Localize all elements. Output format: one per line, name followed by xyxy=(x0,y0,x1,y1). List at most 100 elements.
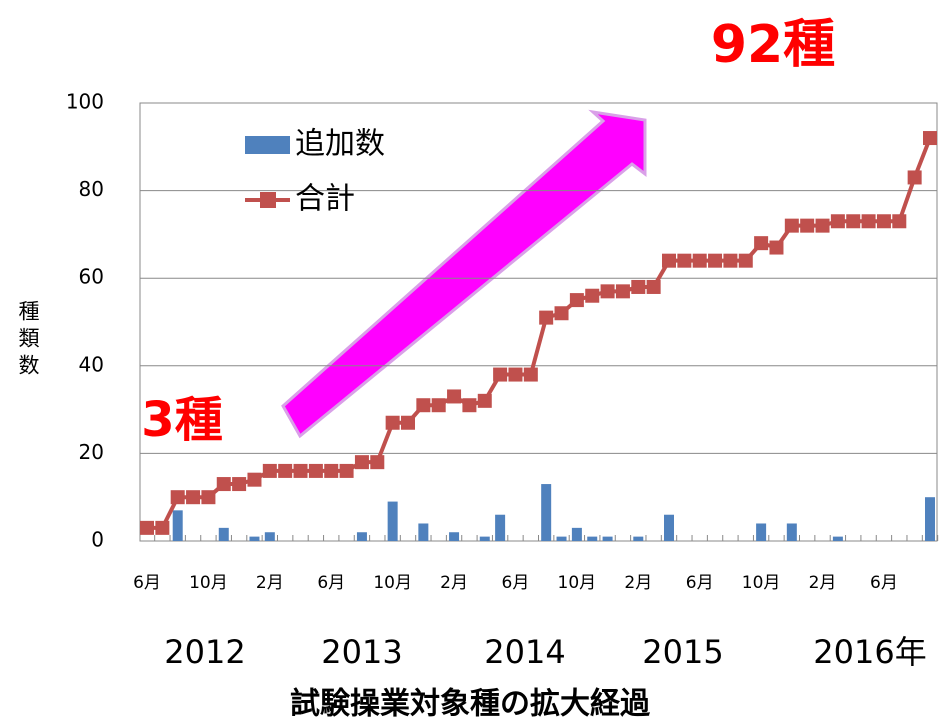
marker xyxy=(769,240,784,255)
marker xyxy=(216,477,231,492)
marker xyxy=(846,214,861,229)
bar xyxy=(756,523,767,541)
marker xyxy=(646,279,661,294)
marker xyxy=(170,490,185,505)
marker xyxy=(754,236,769,251)
arrow xyxy=(281,109,647,439)
legend-label: 合計 xyxy=(295,182,355,217)
bar xyxy=(541,484,552,541)
marker xyxy=(662,253,676,268)
y-tick-label: 0 xyxy=(91,528,104,552)
marker xyxy=(247,472,262,487)
marker xyxy=(861,214,876,229)
bar xyxy=(786,523,797,541)
marker xyxy=(447,389,462,404)
x-tick-label: 10月 xyxy=(373,573,412,593)
marker xyxy=(830,214,845,229)
bar xyxy=(418,523,429,541)
bar xyxy=(356,532,367,541)
marker xyxy=(569,293,584,308)
marker xyxy=(784,218,799,233)
annotation: 3種 xyxy=(141,392,222,448)
x-tick-label: 6月 xyxy=(133,573,161,593)
year-label: 2015 xyxy=(642,633,723,671)
bar xyxy=(218,527,229,541)
marker xyxy=(201,490,216,505)
marker xyxy=(923,131,937,146)
bar xyxy=(495,514,506,541)
year-label: 2014 xyxy=(484,633,565,671)
year-label: 2016年 xyxy=(813,633,926,671)
marker xyxy=(232,477,247,492)
marker xyxy=(401,415,415,430)
marker xyxy=(354,455,369,470)
marker xyxy=(523,367,538,382)
marker xyxy=(262,463,277,478)
y-tick-label: 60 xyxy=(79,265,104,289)
marker xyxy=(876,214,891,229)
y-tick-label: 20 xyxy=(79,440,104,464)
marker xyxy=(539,310,554,325)
marker xyxy=(293,463,308,478)
x-tick-label: 6月 xyxy=(870,573,898,593)
x-tick-label: 6月 xyxy=(686,573,714,593)
x-tick-label: 2月 xyxy=(809,573,837,593)
bar xyxy=(449,532,460,541)
x-tick-label: 2月 xyxy=(440,573,468,593)
marker xyxy=(140,520,154,535)
bar xyxy=(479,536,490,541)
year-label: 2013 xyxy=(321,633,402,671)
bar xyxy=(832,536,843,541)
bar xyxy=(249,536,260,541)
x-tick-label: 10月 xyxy=(558,573,597,593)
marker xyxy=(370,455,385,470)
bar xyxy=(172,510,183,541)
bar xyxy=(664,514,674,541)
marker xyxy=(493,367,508,382)
marker xyxy=(723,253,738,268)
marker xyxy=(585,288,600,303)
bar xyxy=(602,536,613,541)
bar xyxy=(925,497,935,541)
bar xyxy=(264,532,275,541)
bar xyxy=(571,527,582,541)
year-label: 2012 xyxy=(164,633,245,671)
marker xyxy=(308,463,323,478)
x-tick-label: 6月 xyxy=(502,573,530,593)
y-tick-label: 80 xyxy=(79,177,104,201)
legend-swatch xyxy=(245,136,290,154)
x-tick-label: 2月 xyxy=(624,573,652,593)
marker xyxy=(892,214,907,229)
bar xyxy=(556,536,567,541)
x-tick-label: 6月 xyxy=(317,573,345,593)
bar xyxy=(633,536,644,541)
bar xyxy=(387,501,398,541)
x-tick-label: 2月 xyxy=(256,573,284,593)
marker xyxy=(186,490,201,505)
marker xyxy=(554,306,569,321)
bar xyxy=(587,536,598,541)
y-axis-label: 種類数 xyxy=(16,300,40,381)
legend-label: 追加数 xyxy=(295,127,385,162)
chart-title: 試験操業対象種の拡大経過 xyxy=(290,687,651,722)
marker xyxy=(339,463,354,478)
y-tick-label: 100 xyxy=(66,90,104,114)
marker xyxy=(677,253,692,268)
marker xyxy=(477,393,492,408)
line xyxy=(147,137,932,530)
marker xyxy=(615,284,630,299)
legend-swatch xyxy=(260,192,276,208)
marker xyxy=(708,253,723,268)
marker xyxy=(416,398,431,413)
marker xyxy=(462,398,477,413)
x-tick-label: 10月 xyxy=(189,573,228,593)
marker xyxy=(692,253,707,268)
marker xyxy=(738,253,753,268)
marker xyxy=(800,218,815,233)
marker xyxy=(631,279,646,294)
marker xyxy=(324,463,339,478)
marker xyxy=(815,218,830,233)
marker xyxy=(385,415,400,430)
marker xyxy=(278,463,293,478)
